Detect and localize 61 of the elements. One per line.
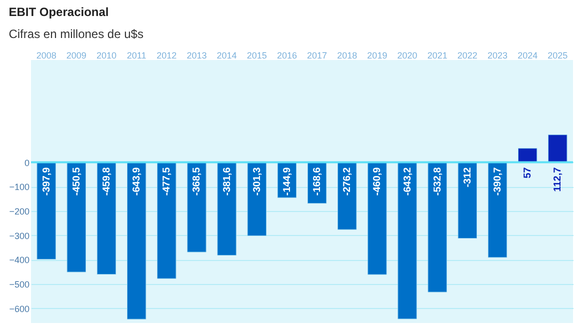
x-tick-label: 2008 bbox=[36, 50, 56, 60]
data-label: -397,9 bbox=[41, 166, 52, 196]
x-tick-label: 2024 bbox=[518, 50, 538, 60]
bar bbox=[217, 162, 236, 256]
y-tick-label: −500 bbox=[9, 280, 30, 290]
data-label: -368,5 bbox=[192, 166, 203, 196]
bar bbox=[66, 162, 86, 272]
y-tick-label: −100 bbox=[9, 182, 30, 192]
x-tick-label: 2020 bbox=[397, 50, 418, 60]
data-label: -477,5 bbox=[162, 166, 173, 196]
bar bbox=[488, 162, 508, 258]
x-tick-label: 2009 bbox=[66, 50, 86, 60]
y-tick-label: −300 bbox=[9, 230, 30, 241]
data-label: -276,2 bbox=[342, 166, 354, 196]
data-label: -381,6 bbox=[222, 166, 233, 196]
data-label: -643,9 bbox=[132, 166, 143, 196]
x-tick-label: 2017 bbox=[307, 50, 328, 60]
data-label: -450,5 bbox=[71, 166, 82, 196]
chart-subtitle: Cifras en millones de u$s bbox=[8, 27, 144, 41]
x-tick-label: 2019 bbox=[367, 50, 388, 60]
x-tick-label: 2022 bbox=[457, 50, 478, 60]
data-label: -459,8 bbox=[101, 166, 112, 196]
x-tick-label: 2015 bbox=[246, 50, 267, 60]
data-label: -144,9 bbox=[282, 166, 293, 196]
data-label: -168,6 bbox=[312, 166, 324, 196]
x-tick-label: 2014 bbox=[216, 50, 237, 60]
x-tick-label: 2023 bbox=[487, 50, 508, 60]
bar bbox=[368, 162, 387, 275]
chart-title: EBIT Operacional bbox=[8, 5, 109, 19]
x-tick-label: 2018 bbox=[337, 50, 358, 60]
data-label: 57 bbox=[522, 166, 534, 178]
bar bbox=[338, 162, 357, 230]
x-tick-label: 2012 bbox=[156, 50, 177, 60]
y-tick-label: −200 bbox=[9, 206, 30, 216]
bar bbox=[127, 162, 146, 320]
data-label: -312 bbox=[462, 166, 474, 188]
y-tick-label: −400 bbox=[9, 255, 30, 266]
data-label: 112,7 bbox=[552, 166, 564, 192]
x-tick-label: 2025 bbox=[548, 50, 568, 60]
data-label: -532,8 bbox=[432, 166, 444, 196]
x-tick-label: 2010 bbox=[96, 50, 117, 60]
y-tick-label: −600 bbox=[9, 304, 30, 314]
bar bbox=[548, 134, 568, 163]
x-tick-label: 2016 bbox=[276, 50, 297, 60]
data-label: -460,9 bbox=[372, 166, 384, 196]
bar bbox=[398, 162, 417, 320]
bar bbox=[96, 162, 116, 274]
bar bbox=[428, 162, 447, 292]
data-label: -301,3 bbox=[252, 166, 263, 196]
bar bbox=[518, 148, 538, 163]
bar bbox=[187, 162, 206, 252]
bar bbox=[36, 162, 56, 260]
x-tick-label: 2021 bbox=[427, 50, 448, 60]
data-label: -390,7 bbox=[492, 166, 504, 196]
y-tick-label: 0 bbox=[24, 158, 30, 168]
bar bbox=[247, 162, 266, 236]
x-tick-label: 2011 bbox=[126, 50, 146, 60]
bar bbox=[458, 162, 477, 239]
data-label: -643,2 bbox=[402, 166, 414, 196]
x-tick-label: 2013 bbox=[186, 50, 207, 60]
bar bbox=[157, 162, 176, 279]
